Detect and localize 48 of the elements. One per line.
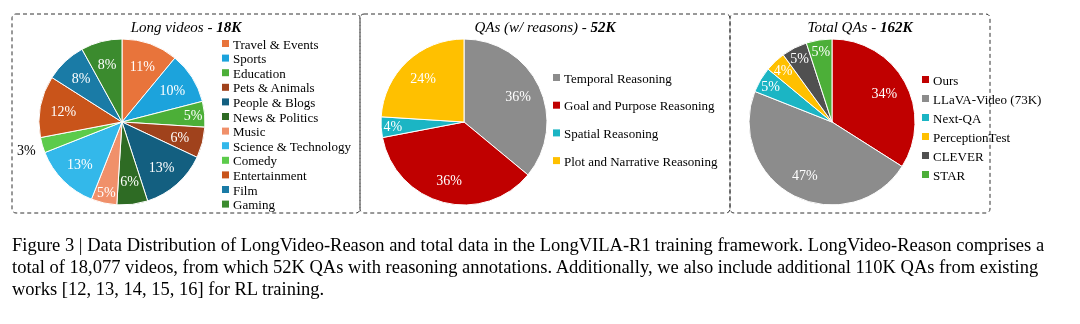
legend-label: LLaVA-Video (73K) (933, 91, 1042, 107)
legend-label: Science & Technology (233, 138, 352, 154)
legend-label: Goal and Purpose Reasoning (564, 98, 716, 114)
legend-label: STAR (933, 167, 966, 183)
legend-label: Music (233, 124, 266, 140)
legend-label: Entertainment (233, 167, 308, 183)
legend-label: Temporal Reasoning (564, 70, 673, 86)
caption: Figure 3 | Data Distribution of LongVideo-Reason and total data in the LongVILA-R1 training framework. LongVideo-Reason comprises a total of 18,077 videos, from which 52K QAs with reasoning annotations. Additionally, we also include additional 110K QAs from existing works [12, 13, 14, 15, 16] for RL training. (12, 234, 1046, 300)
data-label: 36% (505, 89, 532, 105)
legend-label: Education (233, 65, 287, 81)
legend-label: People & Blogs (233, 94, 316, 110)
legend-label: PerceptionTest (933, 129, 1011, 145)
data-label: 11% (129, 58, 156, 74)
legend-label: Gaming (233, 197, 276, 213)
data-label: 8% (71, 71, 91, 87)
legend-label: CLEVER (933, 148, 984, 164)
data-label: 13% (66, 157, 93, 173)
chart-title: Long videos - 18K (129, 19, 243, 35)
data-label: 36% (436, 172, 463, 188)
data-label: 10% (159, 82, 186, 98)
data-label: 24% (410, 71, 437, 87)
data-label: 13% (148, 159, 175, 175)
legend-label: Pets & Animals (233, 80, 315, 96)
data-label: 8% (97, 57, 117, 73)
data-label: 5% (790, 51, 810, 67)
data-label: 34% (871, 86, 898, 102)
data-label: 4% (773, 62, 793, 78)
data-label: 5% (761, 78, 781, 94)
data-label: 47% (792, 168, 819, 184)
data-label: 4% (383, 119, 403, 135)
legend-label: News & Politics (233, 109, 319, 125)
data-label: 6% (120, 174, 140, 190)
legend-label: Plot and Narrative Reasoning (564, 153, 718, 169)
data-label: 5% (811, 44, 831, 60)
data-label: 6% (170, 129, 190, 145)
data-label: 12% (50, 103, 77, 119)
data-label: 5% (97, 184, 117, 200)
legend-label: Ours (933, 72, 959, 88)
legend-label: Sports (233, 51, 267, 67)
chart-title: Total QAs - 162K (807, 19, 914, 35)
legend-label: Comedy (233, 153, 278, 169)
data-label: 3% (17, 142, 37, 158)
chart-title: QAs (w/ reasons) - 52K (474, 19, 617, 36)
legend-label: Next-QA (933, 110, 982, 126)
data-label: 5% (183, 108, 203, 124)
legend-label: Film (233, 182, 258, 198)
legend-label: Spatial Reasoning (564, 125, 659, 141)
legend-label: Travel & Events (233, 36, 319, 52)
